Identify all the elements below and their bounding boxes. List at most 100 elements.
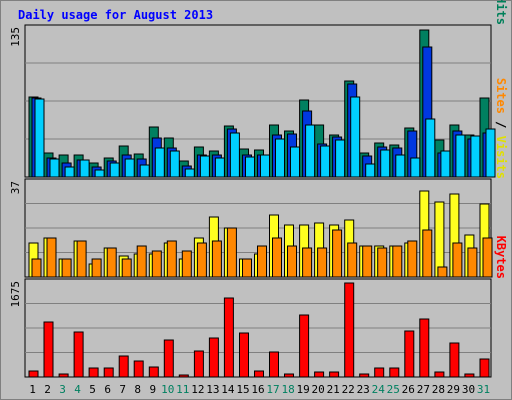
bar-pages-day-30 (470, 135, 481, 178)
x-tick-label-day-29: 29 (447, 383, 460, 396)
bar-sites-day-18 (287, 245, 297, 278)
bar-pages-day-10 (169, 150, 180, 178)
bar-sites-day-11 (181, 250, 192, 278)
x-tick-label-day-12: 12 (191, 383, 204, 396)
bar-kbytes-day-8 (133, 360, 144, 378)
bar-kbytes-day-28 (434, 371, 445, 378)
bar-kbytes-day-6 (103, 367, 114, 378)
bar-sites-day-25 (392, 245, 403, 278)
x-tick-label-day-19: 19 (296, 383, 309, 396)
bar-kbytes-day-11 (178, 374, 189, 378)
legend-part: / (494, 114, 508, 136)
x-tick-label-day-30: 30 (462, 383, 475, 396)
bar-pages-day-3 (64, 166, 75, 178)
x-tick-label-day-2: 2 (44, 383, 51, 396)
bar-pages-day-7 (124, 158, 135, 178)
bar-sites-day-17 (272, 237, 282, 278)
bar-pages-day-16 (260, 154, 270, 178)
bar-kbytes-day-7 (118, 355, 129, 378)
bar-sites-day-7 (121, 258, 132, 278)
bar-sites-day-20 (317, 247, 328, 278)
bar-kbytes-day-5 (88, 367, 99, 378)
panel-kbytes: 1675 KBytes (9, 236, 508, 378)
x-tick-label-day-15: 15 (236, 383, 249, 396)
bar-sites-day-15 (242, 258, 252, 278)
bar-sites-day-16 (257, 245, 267, 278)
legend-label-pages-files-hits: Pages / Files / Hits (494, 0, 508, 25)
x-tick-label-day-6: 6 (104, 383, 111, 396)
bar-sites-day-2 (46, 237, 57, 278)
bar-pages-day-31 (485, 128, 496, 178)
x-tick-label-day-28: 28 (432, 383, 445, 396)
x-tick-label-day-4: 4 (74, 383, 81, 396)
legend-part: Visits (494, 136, 508, 179)
bar-kbytes-day-15 (239, 332, 249, 378)
x-tick-label-day-31: 31 (477, 383, 490, 396)
x-tick-label-day-17: 17 (266, 383, 279, 396)
bar-kbytes-day-16 (254, 370, 264, 378)
bar-pages-day-9 (154, 147, 165, 178)
bar-sites-day-23 (362, 245, 373, 278)
bar-sites-day-6 (106, 247, 117, 278)
bar-pages-day-15 (245, 156, 255, 178)
bar-sites-day-27 (422, 229, 433, 278)
bar-kbytes-day-18 (284, 373, 294, 378)
bar-pages-day-19 (305, 124, 316, 178)
bar-kbytes-day-19 (299, 314, 310, 378)
bar-pages-day-20 (320, 145, 331, 178)
x-tick-label-day-1: 1 (29, 383, 36, 396)
bar-kbytes-day-17 (269, 351, 279, 378)
bar-sites-day-3 (61, 258, 72, 278)
x-tick-label-day-18: 18 (281, 383, 294, 396)
bar-pages-day-24 (380, 149, 391, 178)
chart-title: Daily usage for August 2013 (18, 8, 213, 22)
x-tick-label-day-14: 14 (221, 383, 235, 396)
y-max-label: 37 (9, 181, 22, 194)
bar-kbytes-day-21 (329, 371, 340, 378)
bar-sites-day-28 (437, 266, 448, 278)
legend-part: Sites (494, 78, 508, 114)
bar-sites-day-29 (452, 242, 463, 278)
bar-pages-day-13 (214, 157, 225, 178)
bar-kbytes-day-14 (223, 297, 234, 378)
bar-pages-day-28 (440, 150, 451, 178)
bar-sites-day-19 (302, 247, 313, 278)
bar-sites-day-26 (407, 240, 418, 278)
bar-kbytes-day-24 (374, 367, 385, 378)
x-tick-label-day-9: 9 (149, 383, 156, 396)
x-tick-label-day-16: 16 (251, 383, 264, 396)
bar-pages-day-29 (455, 134, 466, 178)
x-tick-label-day-7: 7 (119, 383, 126, 396)
x-tick-label-day-21: 21 (327, 383, 340, 396)
x-tick-label-day-20: 20 (311, 383, 324, 396)
bar-pages-day-17 (275, 138, 285, 178)
bar-pages-day-14 (229, 132, 240, 178)
bar-sites-day-22 (347, 242, 358, 278)
bar-pages-day-2 (49, 158, 60, 178)
x-tick-label-day-25: 25 (387, 383, 400, 396)
bar-kbytes-day-10 (163, 339, 174, 378)
bar-kbytes-day-26 (404, 330, 415, 378)
bar-pages-day-12 (199, 155, 210, 178)
x-tick-label-day-26: 26 (402, 383, 415, 396)
x-tick-label-day-27: 27 (417, 383, 430, 396)
bar-pages-day-27 (425, 118, 436, 178)
bar-kbytes-day-13 (208, 337, 219, 378)
bar-pages-day-23 (365, 163, 376, 178)
bar-sites-day-14 (226, 227, 237, 278)
bar-pages-day-25 (395, 154, 406, 178)
bar-kbytes-day-20 (314, 371, 325, 378)
bar-sites-day-10 (166, 240, 177, 278)
bar-sites-day-9 (151, 250, 162, 278)
bar-sites-day-21 (332, 229, 343, 278)
legend-label-visits-sites: Sites / Visits (494, 78, 508, 179)
legend-part: Hits (494, 0, 508, 25)
bar-visits-day-28 (434, 201, 445, 278)
bar-pages-day-18 (290, 146, 300, 178)
bar-kbytes-day-2 (43, 321, 54, 378)
bar-sites-day-13 (211, 240, 222, 278)
bar-sites-day-1 (31, 258, 42, 278)
bar-sites-day-30 (467, 247, 478, 278)
bar-kbytes-day-22 (344, 282, 355, 378)
